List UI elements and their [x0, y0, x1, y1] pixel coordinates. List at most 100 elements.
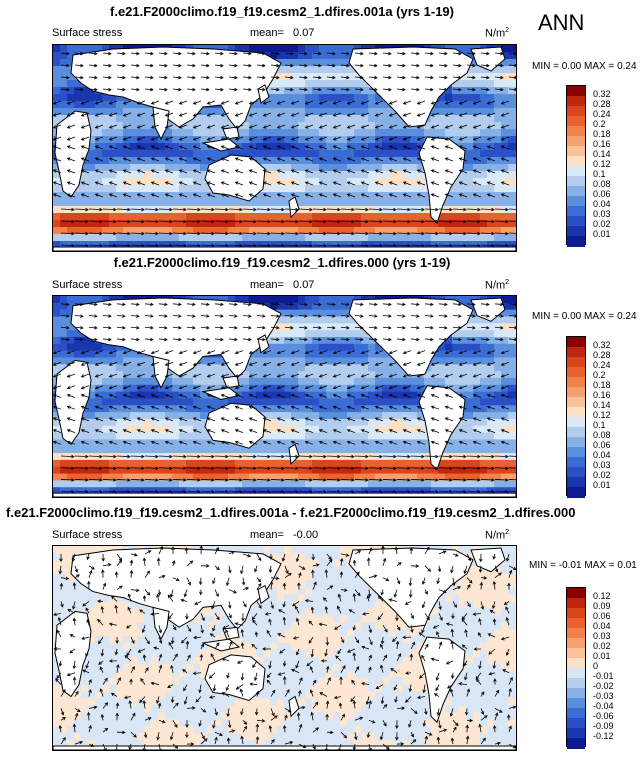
field-cell: [172, 129, 180, 137]
field-cell: [494, 227, 502, 235]
field-cell: [123, 115, 131, 123]
field-cell: [284, 432, 292, 441]
vector-shaft: [116, 76, 125, 79]
field-cell: [473, 330, 481, 338]
field-cell: [473, 80, 481, 88]
field-cell: [508, 425, 516, 434]
vector-head: [122, 63, 126, 68]
vector-head: [253, 243, 257, 248]
field-cell: [277, 87, 285, 95]
vector-shaft: [123, 112, 132, 117]
field-cell: [389, 227, 397, 235]
vector-shaft: [466, 232, 481, 235]
field-cell: [487, 220, 495, 228]
field-cell: [417, 129, 425, 137]
field-cell: [172, 405, 180, 413]
field-cell: [249, 384, 257, 393]
field-cell: [60, 87, 68, 95]
field-cell: [172, 446, 180, 454]
vector-head: [94, 181, 99, 185]
vector-head: [318, 75, 322, 80]
field-cell: [452, 377, 460, 386]
vector-head: [192, 137, 197, 141]
field-cell: [116, 350, 124, 359]
field-cell: [291, 178, 299, 186]
vector-shaft: [193, 124, 202, 129]
vector-shaft: [130, 76, 139, 79]
field-cell: [389, 459, 397, 468]
field-cell: [137, 213, 145, 221]
vector-shaft: [319, 124, 328, 129]
field-cell: [172, 220, 180, 228]
field-cell: [515, 150, 516, 158]
field-cell: [459, 371, 467, 379]
vector-shaft: [473, 112, 482, 117]
field-cell: [361, 122, 369, 130]
field-cell: [186, 227, 194, 235]
vector-shaft: [347, 169, 356, 174]
vector-shaft: [361, 124, 370, 129]
field-cell: [228, 459, 236, 468]
vector-shaft: [473, 181, 482, 186]
field-cell: [508, 316, 516, 324]
field-cell: [207, 122, 215, 130]
field-cell: [389, 157, 397, 165]
field-cell: [116, 199, 124, 207]
field-cell: [319, 101, 327, 109]
field-cell: [88, 45, 96, 53]
field-cell: [459, 45, 467, 53]
field-cell: [354, 364, 362, 372]
field-cell: [396, 405, 404, 413]
field-cell: [277, 164, 285, 172]
field-cell: [123, 364, 131, 372]
vector-shaft: [242, 244, 257, 247]
field-cell: [326, 459, 334, 468]
field-cell: [340, 343, 348, 352]
field-cell: [494, 439, 502, 447]
field-cell: [312, 80, 320, 88]
field-cell: [291, 73, 299, 81]
field-cell: [501, 101, 509, 109]
field-cell: [333, 432, 341, 441]
field-cell: [298, 398, 306, 406]
field-cell: [466, 73, 474, 81]
field-cell: [501, 432, 509, 441]
vector-head: [430, 181, 435, 185]
field-cell: [151, 220, 159, 228]
vector-head: [211, 207, 215, 212]
field-cell: [508, 391, 516, 400]
field-cell: [347, 377, 355, 386]
vector-head: [444, 113, 449, 117]
field-cell: [221, 398, 229, 406]
field-cell: [480, 185, 488, 193]
field-cell: [270, 459, 278, 468]
field-cell: [228, 199, 236, 207]
field-cell: [501, 296, 509, 304]
vector-shaft: [60, 76, 69, 79]
field-cell: [347, 108, 355, 116]
vector-shaft: [116, 232, 131, 235]
field-cell: [200, 129, 208, 137]
field-cell: [375, 357, 383, 365]
field-cell: [179, 432, 187, 441]
field-cell: [193, 364, 201, 372]
vector-shaft: [88, 244, 103, 247]
field-cell: [291, 171, 299, 179]
colorbar-swatch: [567, 216, 585, 227]
vector-head: [220, 63, 224, 68]
field-cell: [270, 227, 278, 235]
field-cell: [60, 73, 68, 81]
vector-head: [192, 63, 196, 68]
field-cell: [368, 115, 376, 123]
field-cell: [361, 432, 369, 441]
field-cell: [151, 157, 159, 165]
vector-shaft: [480, 220, 495, 223]
field-cell: [452, 108, 460, 116]
field-cell: [340, 439, 348, 447]
field-cell: [333, 185, 341, 193]
vector-head: [108, 137, 113, 141]
field-cell: [312, 425, 320, 434]
field-cell: [60, 227, 68, 235]
field-cell: [368, 446, 376, 454]
vector-shaft: [431, 169, 440, 174]
